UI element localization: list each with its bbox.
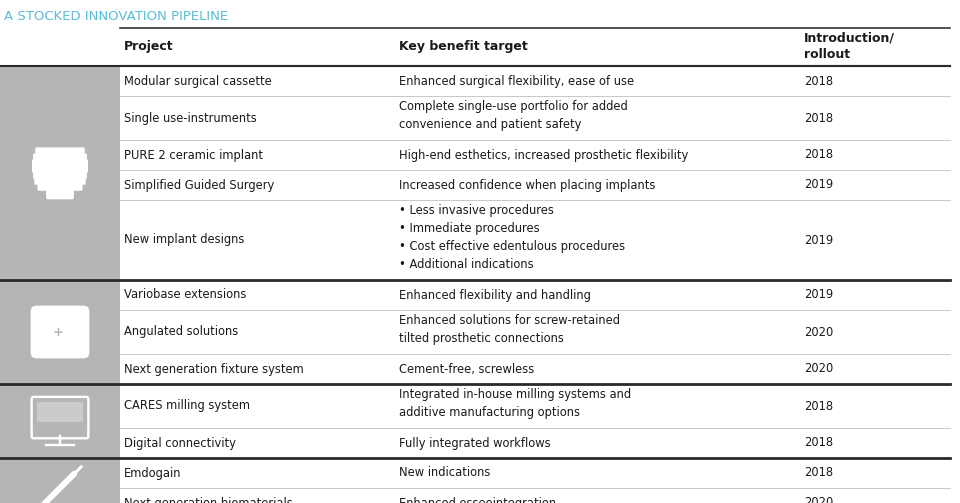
Text: Complete single-use portfolio for added
convenience and patient safety: Complete single-use portfolio for added … — [399, 100, 628, 131]
FancyBboxPatch shape — [46, 189, 74, 199]
Bar — [0, 66, 120, 280]
Text: Increased confidence when placing implants: Increased confidence when placing implan… — [399, 179, 656, 192]
Bar — [0, 458, 120, 503]
FancyBboxPatch shape — [32, 159, 88, 167]
Text: 2020: 2020 — [804, 363, 833, 376]
Text: 2018: 2018 — [804, 437, 833, 450]
Text: Digital connectivity: Digital connectivity — [124, 437, 236, 450]
FancyBboxPatch shape — [36, 147, 84, 155]
FancyBboxPatch shape — [32, 165, 88, 173]
Text: 2019: 2019 — [804, 233, 833, 246]
Text: Angulated solutions: Angulated solutions — [124, 325, 238, 339]
Text: A STOCKED INNOVATION PIPELINE: A STOCKED INNOVATION PIPELINE — [4, 10, 228, 23]
Text: Modular surgical cassette: Modular surgical cassette — [124, 74, 272, 88]
Text: Simplified Guided Surgery: Simplified Guided Surgery — [124, 179, 275, 192]
FancyBboxPatch shape — [33, 153, 87, 161]
Text: Next generation fixture system: Next generation fixture system — [124, 363, 303, 376]
Text: 2018: 2018 — [804, 148, 833, 161]
Text: 2018: 2018 — [804, 74, 833, 88]
Bar — [0, 280, 120, 384]
Text: +: + — [53, 326, 63, 340]
Text: Single use-instruments: Single use-instruments — [124, 112, 256, 125]
Text: Integrated in-house milling systems and
additive manufacturing options: Integrated in-house milling systems and … — [399, 388, 631, 419]
Text: Introduction/
rollout: Introduction/ rollout — [804, 31, 895, 61]
Text: 2018: 2018 — [804, 112, 833, 125]
Text: Fully integrated workflows: Fully integrated workflows — [399, 437, 551, 450]
FancyBboxPatch shape — [33, 171, 87, 179]
Text: Emdogain: Emdogain — [124, 466, 181, 479]
Text: 2020: 2020 — [804, 325, 833, 339]
Text: Key benefit target: Key benefit target — [399, 40, 528, 52]
Bar — [37, 402, 83, 422]
Text: Next generation biomaterials: Next generation biomaterials — [124, 496, 293, 503]
Text: Enhanced solutions for screw-retained
tilted prosthetic connections: Enhanced solutions for screw-retained ti… — [399, 314, 620, 345]
Text: New indications: New indications — [399, 466, 491, 479]
Text: Cement-free, screwless: Cement-free, screwless — [399, 363, 535, 376]
FancyBboxPatch shape — [31, 306, 89, 359]
FancyBboxPatch shape — [37, 183, 83, 191]
Text: High-end esthetics, increased prosthetic flexibility: High-end esthetics, increased prosthetic… — [399, 148, 688, 161]
Text: CARES milling system: CARES milling system — [124, 399, 250, 412]
Text: Project: Project — [124, 40, 174, 52]
Text: 2019: 2019 — [804, 289, 833, 301]
Text: 2018: 2018 — [804, 399, 833, 412]
Text: 2020: 2020 — [804, 496, 833, 503]
FancyBboxPatch shape — [35, 177, 85, 185]
Text: 2018: 2018 — [804, 466, 833, 479]
Bar — [0, 384, 120, 458]
Text: 2019: 2019 — [804, 179, 833, 192]
Text: • Less invasive procedures
• Immediate procedures
• Cost effective edentulous pr: • Less invasive procedures • Immediate p… — [399, 204, 625, 271]
Text: Variobase extensions: Variobase extensions — [124, 289, 247, 301]
Text: PURE 2 ceramic implant: PURE 2 ceramic implant — [124, 148, 263, 161]
Text: Enhanced surgical flexibility, ease of use: Enhanced surgical flexibility, ease of u… — [399, 74, 635, 88]
Text: New implant designs: New implant designs — [124, 233, 245, 246]
Text: Enhanced osseointegration: Enhanced osseointegration — [399, 496, 556, 503]
Text: Enhanced flexibility and handling: Enhanced flexibility and handling — [399, 289, 590, 301]
